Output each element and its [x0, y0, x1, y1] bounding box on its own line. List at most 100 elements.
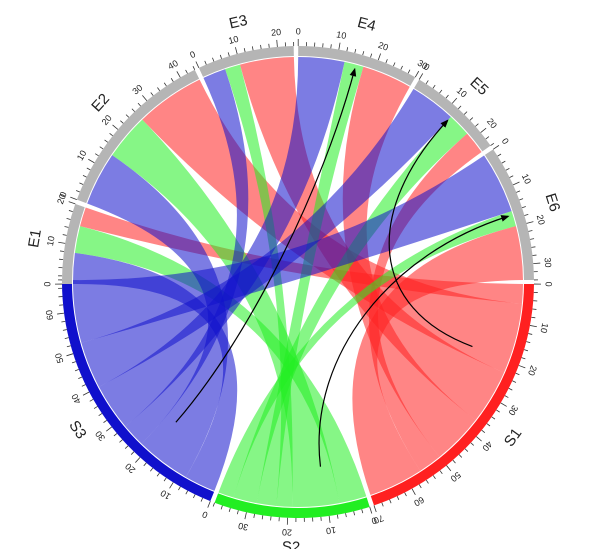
tick-mark [524, 214, 529, 216]
arc-e5[interactable] [414, 79, 491, 152]
tick-mark [496, 409, 500, 413]
tick-mark [113, 433, 118, 437]
tick-mark [68, 210, 73, 213]
tick-mark [212, 57, 215, 62]
tick-label: 10 [325, 525, 336, 536]
tick-mark [439, 89, 443, 94]
tick-mark [195, 61, 200, 69]
tick-mark [137, 102, 141, 107]
arc-e2[interactable] [76, 69, 200, 204]
tick-mark [425, 479, 429, 484]
tick-mark [439, 470, 443, 474]
tick-mark [393, 62, 396, 67]
ribbon-s2-e1 [74, 226, 367, 504]
tick-mark [178, 486, 181, 491]
tick-label: 60 [44, 309, 55, 320]
tick-mark [120, 120, 124, 124]
segment-label-e4: E4 [356, 14, 378, 35]
tick-mark [66, 218, 71, 220]
tick-mark [515, 372, 520, 376]
tick-mark [369, 506, 373, 514]
tick-mark [490, 142, 495, 146]
tick-label: 10 [520, 172, 533, 185]
tick-mark [533, 262, 541, 265]
tick-mark [86, 167, 91, 171]
tick-mark [497, 153, 502, 157]
tick-mark [57, 312, 65, 315]
arc-s1[interactable] [370, 283, 534, 506]
tick-mark [220, 505, 223, 510]
segment-label-s3: S3 [65, 418, 89, 443]
tick-mark [66, 345, 71, 348]
tick-label: 20 [271, 27, 282, 38]
tick-mark [143, 462, 147, 467]
tick-mark [338, 42, 341, 50]
segment-arcs-layer [62, 46, 534, 518]
ribbon-s1-e3 [240, 57, 504, 421]
tick-mark [103, 419, 107, 423]
tick-mark [131, 108, 135, 112]
tick-mark [150, 467, 154, 472]
tick-label: 40 [166, 58, 180, 72]
segment-label-e1: E1 [25, 228, 45, 249]
tick-label: 30 [130, 82, 144, 96]
segment-label-e6: E6 [542, 191, 564, 214]
tick-label: 0 [58, 190, 69, 198]
segment-label-e3: E3 [227, 12, 249, 33]
tick-label: 50 [449, 470, 463, 484]
arc-e6[interactable] [484, 149, 534, 281]
tick-mark [418, 73, 424, 80]
tick-label: 20 [100, 113, 114, 127]
tick-label: 10 [75, 149, 89, 163]
tick-mark [414, 70, 420, 78]
tick-label: 70 [372, 513, 385, 526]
tick-label: 10 [336, 29, 348, 41]
tick-mark [411, 488, 416, 495]
tick-mark [157, 87, 161, 91]
tick-label: 20 [55, 193, 68, 206]
tick-mark [192, 66, 196, 70]
arc-s2[interactable] [214, 493, 370, 518]
tick-mark [475, 123, 479, 127]
tick-mark [261, 515, 264, 520]
tick-mark [418, 484, 422, 489]
arc-s3[interactable] [62, 279, 215, 502]
tick-mark [75, 190, 80, 193]
ribbon-s3-e3 [125, 69, 249, 444]
tick-mark [336, 514, 339, 519]
tick-mark [88, 158, 95, 164]
flow-arrow-s2-e6 [318, 215, 510, 467]
ribbon-s3-e2 [87, 155, 229, 478]
tick-mark [377, 53, 382, 61]
tick-mark [504, 395, 509, 398]
tick-mark [125, 114, 130, 118]
tick-label: 20 [535, 214, 547, 226]
tick-mark [219, 54, 222, 59]
tick-mark [445, 94, 449, 99]
tick-label: 30 [237, 521, 249, 533]
tick-mark [109, 133, 113, 137]
tick-mark [244, 512, 247, 520]
arc-e1[interactable] [62, 203, 85, 285]
tick-mark [353, 511, 355, 516]
tick-mark [328, 515, 331, 523]
tick-mark [389, 499, 392, 504]
tick-label: 30 [416, 58, 430, 72]
ribbon-s3-e1 [73, 252, 238, 491]
tick-label: 10 [45, 235, 57, 247]
tick-mark [518, 365, 526, 369]
ribbon-s1-e6 [352, 226, 523, 496]
tick-mark [476, 436, 482, 442]
arc-e4[interactable] [298, 46, 416, 86]
tick-mark [236, 510, 239, 515]
tick-mark [235, 47, 238, 55]
tick-label: 20 [123, 461, 137, 475]
tick-mark [516, 190, 521, 193]
tick-mark [469, 117, 474, 121]
tick-mark [62, 329, 67, 331]
arc-e3[interactable] [198, 46, 294, 77]
tick-mark [505, 168, 510, 171]
tick-mark [112, 124, 119, 130]
tick-mark [71, 361, 76, 364]
